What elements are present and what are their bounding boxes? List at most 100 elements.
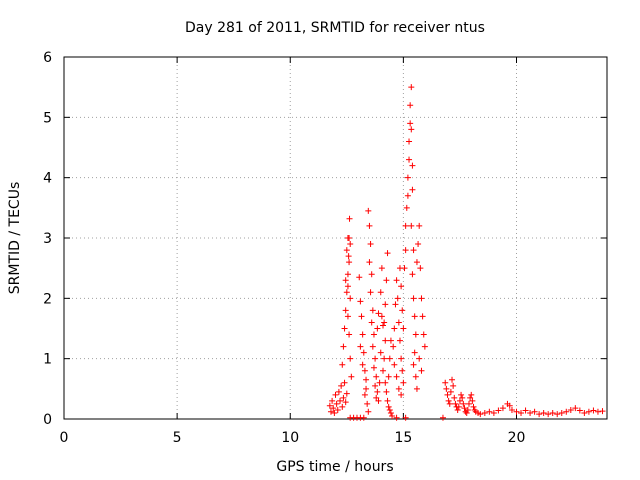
y-tick-label: 0 xyxy=(43,412,52,428)
data-point xyxy=(390,343,397,350)
data-point xyxy=(398,355,405,362)
data-point xyxy=(381,319,388,326)
data-point xyxy=(387,409,394,416)
data-point xyxy=(373,373,380,380)
data-point xyxy=(368,271,375,278)
data-point xyxy=(558,409,565,416)
data-point xyxy=(408,84,415,91)
data-point xyxy=(380,367,387,374)
data-point xyxy=(452,400,459,407)
data-point xyxy=(407,102,414,109)
data-point xyxy=(363,376,370,383)
data-point xyxy=(356,274,363,281)
data-point xyxy=(372,355,379,362)
data-point xyxy=(342,307,349,314)
data-point xyxy=(418,367,425,374)
data-point xyxy=(376,379,383,386)
data-point xyxy=(421,343,428,350)
data-point xyxy=(403,204,410,211)
data-point xyxy=(481,409,488,416)
data-point xyxy=(477,411,484,418)
data-point xyxy=(348,373,355,380)
data-point xyxy=(442,379,449,386)
data-point xyxy=(413,385,420,392)
data-point xyxy=(368,319,375,326)
data-point xyxy=(360,414,367,421)
data-point xyxy=(576,407,583,414)
data-point xyxy=(359,361,366,368)
data-point xyxy=(495,407,502,414)
data-point xyxy=(369,307,376,314)
data-point xyxy=(470,403,477,410)
data-point xyxy=(367,289,374,296)
data-point xyxy=(408,222,415,229)
data-point xyxy=(513,408,520,415)
data-point xyxy=(531,408,538,415)
data-point xyxy=(384,397,391,404)
data-point xyxy=(347,241,354,248)
data-point xyxy=(527,409,534,416)
data-point xyxy=(409,162,416,169)
y-tick-label: 2 xyxy=(43,291,52,307)
data-point xyxy=(366,222,373,229)
data-point xyxy=(590,407,597,414)
data-point xyxy=(344,313,351,320)
data-point xyxy=(365,408,372,415)
data-point xyxy=(386,355,393,362)
data-point xyxy=(459,394,466,401)
data-point xyxy=(456,397,463,404)
data-point xyxy=(413,259,420,266)
data-point xyxy=(347,355,354,362)
data-point xyxy=(384,250,391,257)
data-point xyxy=(418,295,425,302)
data-point xyxy=(499,405,506,412)
data-point xyxy=(335,388,342,395)
data-point xyxy=(382,337,389,344)
data-point xyxy=(417,265,424,272)
data-point xyxy=(404,174,411,181)
data-point xyxy=(407,120,414,127)
data-point xyxy=(467,394,474,401)
data-point xyxy=(469,397,476,404)
x-tick-label: 15 xyxy=(394,430,412,446)
data-point xyxy=(344,235,351,241)
data-point xyxy=(337,397,344,404)
data-point xyxy=(409,186,416,193)
data-point xyxy=(454,406,461,413)
data-point xyxy=(572,405,579,412)
data-point xyxy=(518,409,525,416)
data-point xyxy=(347,295,354,302)
plot-frame xyxy=(63,56,608,420)
data-point xyxy=(398,283,405,290)
data-point xyxy=(330,405,337,412)
data-point xyxy=(326,402,333,409)
data-point xyxy=(332,391,339,398)
data-point xyxy=(393,373,400,380)
x-tick-label: 5 xyxy=(173,430,182,446)
data-point xyxy=(375,397,382,404)
data-point xyxy=(375,310,382,317)
data-point xyxy=(385,403,392,410)
grid xyxy=(64,57,607,419)
data-point xyxy=(554,411,561,418)
data-point xyxy=(382,379,389,386)
data-point xyxy=(399,367,406,374)
data-point xyxy=(366,259,373,266)
data-point xyxy=(334,406,341,413)
data-point xyxy=(343,247,350,254)
data-point xyxy=(411,349,418,356)
data-point xyxy=(460,400,467,407)
data-point xyxy=(420,331,427,338)
data-point xyxy=(341,379,348,386)
data-point xyxy=(410,361,417,368)
data-point xyxy=(341,325,348,332)
data-point xyxy=(416,355,423,362)
data-point xyxy=(412,331,419,338)
y-tick-label: 4 xyxy=(43,171,52,187)
data-point xyxy=(449,376,456,383)
data-point xyxy=(377,289,384,296)
data-point xyxy=(374,388,381,395)
data-point xyxy=(364,400,371,407)
data-point xyxy=(331,409,338,416)
data-point xyxy=(392,301,399,308)
